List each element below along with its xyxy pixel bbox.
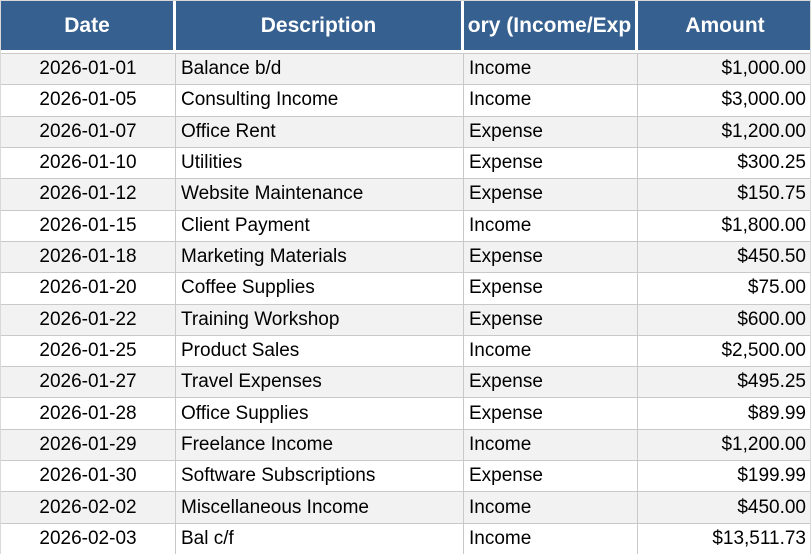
date-cell[interactable]: 2026-01-20	[1, 273, 176, 304]
table-row: 2026-01-07 Office Rent Expense $1,200.00	[1, 115, 810, 147]
table-row: 2026-02-03 Bal c/f Income $13,511.73	[1, 522, 810, 554]
category-cell[interactable]: Expense	[464, 241, 638, 273]
description-cell[interactable]: Marketing Materials	[176, 241, 464, 273]
category-cell[interactable]: Income	[464, 429, 638, 461]
description-cell[interactable]: Training Workshop	[176, 304, 464, 335]
category-cell[interactable]: Income	[464, 54, 638, 85]
amount-cell[interactable]: $199.99	[737, 465, 806, 487]
table-row: 2026-01-29 Freelance Income Income $1,20…	[1, 428, 810, 461]
category-cell[interactable]: Income	[464, 85, 638, 116]
description-cell[interactable]: Product Sales	[176, 335, 464, 367]
table-row: 2026-02-02 Miscellaneous Income Income $…	[1, 491, 810, 523]
table-header-row: Date Description ory (Income/Exp Amount	[1, 1, 810, 53]
date-cell[interactable]: 2026-01-15	[1, 210, 176, 241]
amount-cell[interactable]: $150.75	[737, 183, 806, 205]
category-cell[interactable]: Expense	[464, 273, 638, 304]
date-cell[interactable]: 2026-01-25	[1, 335, 176, 367]
description-cell[interactable]: Website Maintenance	[176, 179, 464, 210]
date-cell[interactable]: 2026-01-05	[1, 85, 176, 116]
date-cell[interactable]: 2026-01-29	[1, 429, 176, 461]
category-cell[interactable]: Income	[464, 492, 638, 523]
table-row: 2026-01-12 Website Maintenance Expense $…	[1, 178, 810, 210]
amount-cell[interactable]: $1,000.00	[721, 58, 806, 80]
description-cell[interactable]: Freelance Income	[176, 429, 464, 461]
date-cell[interactable]: 2026-02-02	[1, 492, 176, 523]
date-cell[interactable]: 2026-01-10	[1, 147, 176, 179]
date-cell[interactable]: 2026-01-27	[1, 367, 176, 398]
amount-cell[interactable]: $600.00	[737, 308, 806, 330]
table-row: 2026-01-18 Marketing Materials Expense $…	[1, 240, 810, 273]
category-cell[interactable]: Income	[464, 523, 638, 554]
table-body: 2026-01-01 Balance b/d Income $1,000.00 …	[1, 53, 810, 554]
category-cell[interactable]: Expense	[464, 147, 638, 179]
description-cell[interactable]: Balance b/d	[176, 54, 464, 85]
amount-cell[interactable]: $1,800.00	[721, 214, 806, 236]
table-row: 2026-01-10 Utilities Expense $300.25	[1, 146, 810, 179]
category-cell[interactable]: Expense	[464, 116, 638, 147]
table-row: 2026-01-30 Software Subscriptions Expens…	[1, 460, 810, 492]
category-cell[interactable]: Expense	[464, 304, 638, 335]
date-cell[interactable]: 2026-01-01	[1, 54, 176, 85]
description-cell[interactable]: Office Rent	[176, 116, 464, 147]
description-cell[interactable]: Office Supplies	[176, 398, 464, 429]
amount-cell[interactable]: $495.25	[737, 371, 806, 393]
date-cell[interactable]: 2026-01-28	[1, 398, 176, 429]
amount-cell[interactable]: $300.25	[737, 152, 806, 174]
table-row: 2026-01-15 Client Payment Income $1,800.…	[1, 209, 810, 241]
category-cell[interactable]: Expense	[464, 398, 638, 429]
description-cell[interactable]: Bal c/f	[176, 523, 464, 554]
date-cell[interactable]: 2026-01-12	[1, 179, 176, 210]
date-cell[interactable]: 2026-02-03	[1, 523, 176, 554]
description-cell[interactable]: Coffee Supplies	[176, 273, 464, 304]
date-cell[interactable]: 2026-01-22	[1, 304, 176, 335]
description-cell[interactable]: Client Payment	[176, 210, 464, 241]
header-cell-date[interactable]: Date	[1, 1, 176, 50]
amount-cell[interactable]: $450.00	[737, 496, 806, 518]
category-cell[interactable]: Income	[464, 210, 638, 241]
amount-cell[interactable]: $450.50	[737, 246, 806, 268]
description-cell[interactable]: Consulting Income	[176, 85, 464, 116]
date-cell[interactable]: 2026-01-18	[1, 241, 176, 273]
amount-cell[interactable]: $3,000.00	[721, 89, 806, 111]
description-cell[interactable]: Utilities	[176, 147, 464, 179]
category-cell[interactable]: Expense	[464, 367, 638, 398]
table-row: 2026-01-28 Office Supplies Expense $89.9…	[1, 397, 810, 429]
table-row: 2026-01-25 Product Sales Income $2,500.0…	[1, 334, 810, 367]
category-cell[interactable]: Income	[464, 335, 638, 367]
description-cell[interactable]: Travel Expenses	[176, 367, 464, 398]
table-row: 2026-01-05 Consulting Income Income $3,0…	[1, 84, 810, 116]
amount-cell[interactable]: $1,200.00	[721, 120, 806, 142]
category-cell[interactable]: Expense	[464, 461, 638, 492]
amount-cell[interactable]: $1,200.00	[721, 433, 806, 455]
amount-cell[interactable]: $75.00	[747, 277, 806, 299]
header-cell-amount[interactable]: Amount	[685, 13, 765, 37]
category-cell[interactable]: Expense	[464, 179, 638, 210]
amount-cell[interactable]: $13,511.73	[712, 527, 806, 549]
amount-cell[interactable]: $2,500.00	[721, 339, 806, 361]
table-row: 2026-01-20 Coffee Supplies Expense $75.0…	[1, 272, 810, 304]
header-cell-category[interactable]: ory (Income/Exp	[464, 1, 638, 50]
table-row: 2026-01-22 Training Workshop Expense $60…	[1, 303, 810, 335]
date-cell[interactable]: 2026-01-07	[1, 116, 176, 147]
date-cell[interactable]: 2026-01-30	[1, 461, 176, 492]
description-cell[interactable]: Software Subscriptions	[176, 461, 464, 492]
description-cell[interactable]: Miscellaneous Income	[176, 492, 464, 523]
header-cell-description[interactable]: Description	[176, 1, 464, 50]
amount-cell[interactable]: $89.99	[747, 402, 806, 424]
table-row: 2026-01-01 Balance b/d Income $1,000.00	[1, 53, 810, 85]
table-row: 2026-01-27 Travel Expenses Expense $495.…	[1, 366, 810, 398]
